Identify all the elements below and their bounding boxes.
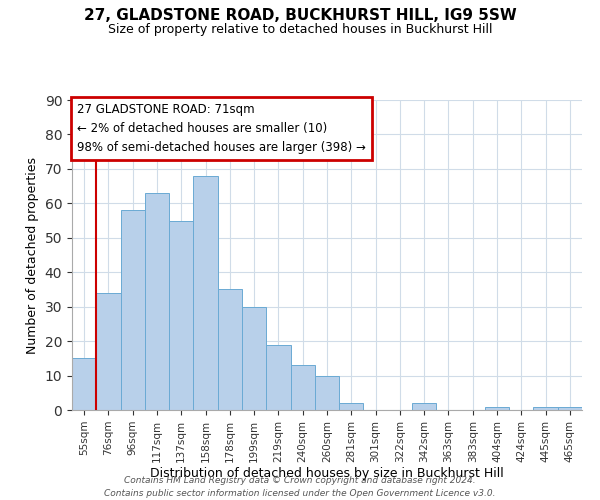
Bar (266, 344, 290, 410)
Text: 27 GLADSTONE ROAD: 71sqm
← 2% of detached houses are smaller (10)
98% of semi-de: 27 GLADSTONE ROAD: 71sqm ← 2% of detache… (77, 103, 366, 154)
Bar (290, 365, 315, 410)
Bar (121, 210, 145, 410)
Bar (558, 406, 582, 410)
X-axis label: Distribution of detached houses by size in Buckhurst Hill: Distribution of detached houses by size … (150, 468, 504, 480)
Text: Size of property relative to detached houses in Buckhurst Hill: Size of property relative to detached ho… (108, 22, 492, 36)
Text: 27, GLADSTONE ROAD, BUCKHURST HILL, IG9 5SW: 27, GLADSTONE ROAD, BUCKHURST HILL, IG9 … (83, 8, 517, 22)
Bar (169, 220, 193, 410)
Bar (218, 290, 242, 410)
Bar (145, 193, 169, 410)
Y-axis label: Number of detached properties: Number of detached properties (26, 156, 39, 354)
Bar (193, 176, 218, 410)
Bar (315, 376, 339, 410)
Bar (96, 293, 121, 410)
Bar (485, 406, 509, 410)
Bar (72, 358, 96, 410)
Bar (339, 403, 364, 410)
Bar (242, 306, 266, 410)
Bar (412, 403, 436, 410)
Bar (533, 406, 558, 410)
Text: Contains HM Land Registry data © Crown copyright and database right 2024.
Contai: Contains HM Land Registry data © Crown c… (104, 476, 496, 498)
